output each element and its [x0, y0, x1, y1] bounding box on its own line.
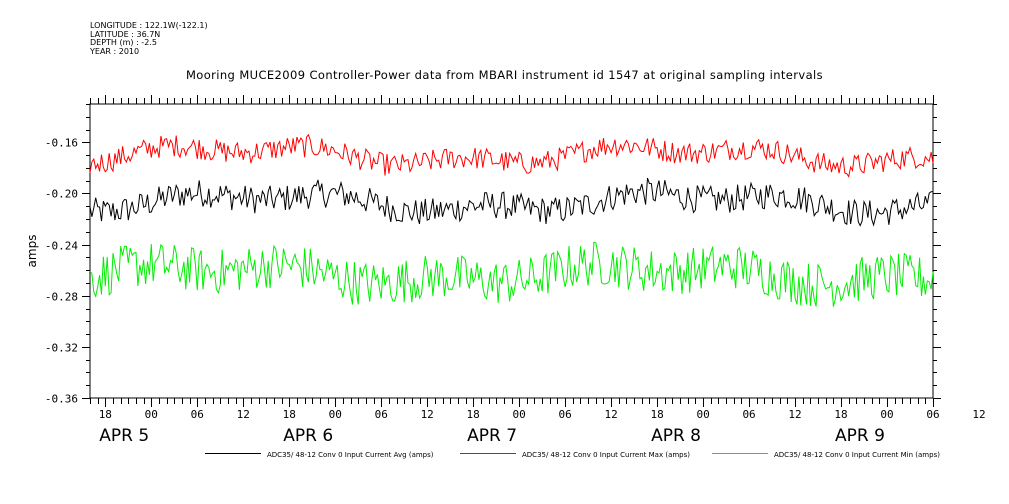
- x-tick-label: 18: [467, 408, 480, 421]
- x-tick-label: 18: [99, 408, 112, 421]
- y-tick-label: -0.20: [45, 188, 78, 201]
- series-line-avg: [89, 177, 934, 227]
- x-tick-label: 06: [559, 408, 572, 421]
- x-tick-label: 18: [834, 408, 847, 421]
- legend-label-max: ADC35/ 48-12 Conv 0 Input Current Max (a…: [522, 451, 690, 459]
- y-ticks: [82, 104, 941, 399]
- x-tick-label: 00: [329, 408, 342, 421]
- x-day-label: APR 7: [467, 426, 517, 446]
- x-tick-label: 12: [788, 408, 801, 421]
- depth-text: DEPTH (m) : -2.5: [90, 38, 157, 48]
- x-tick-label: 12: [972, 408, 985, 421]
- x-tick-label: 18: [650, 408, 663, 421]
- x-tick-label: 00: [880, 408, 893, 421]
- latitude-text: LATITUDE : 36.7N: [90, 29, 161, 39]
- legend-label-avg: ADC35/ 48-12 Conv 0 Input Current Avg (a…: [267, 451, 434, 459]
- x-day-label: APR 9: [835, 426, 885, 446]
- longitude-text: LONGITUDE : 122.1W(-122.1): [90, 21, 208, 30]
- x-day-label: APR 5: [99, 426, 149, 446]
- y-tick-label: -0.16: [45, 137, 78, 150]
- x-tick-label: 12: [605, 408, 618, 421]
- x-tick-label: 18: [283, 408, 296, 421]
- x-tick-label: 06: [375, 408, 388, 421]
- x-tick-label: 06: [926, 408, 939, 421]
- y-tick-label: -0.28: [45, 291, 78, 304]
- x-tick-label: 00: [696, 408, 709, 421]
- plot-frame: [89, 103, 934, 399]
- x-ticks: [90, 95, 934, 407]
- x-tick-label: 00: [145, 408, 158, 421]
- x-tick-label: 00: [513, 408, 526, 421]
- x-tick-label: 12: [237, 408, 250, 421]
- x-tick-label: 06: [191, 408, 204, 421]
- x-tick-label: 12: [421, 408, 434, 421]
- x-day-label: APR 6: [283, 426, 333, 446]
- year-text: YEAR : 2010: [90, 46, 140, 56]
- legend-label-min: ADC35/ 48-12 Conv 0 Input Current Min (a…: [774, 451, 940, 459]
- y-axis-label: amps: [25, 235, 39, 268]
- x-day-label: APR 8: [651, 426, 701, 446]
- x-tick-label: 06: [742, 408, 755, 421]
- series-line-min: [89, 241, 934, 307]
- y-tick-label: -0.24: [45, 240, 78, 253]
- series-line-max: [89, 133, 934, 178]
- chart-title: Mooring MUCE2009 Controller-Power data f…: [185, 68, 824, 82]
- y-tick-label: -0.32: [45, 342, 78, 355]
- y-tick-label: -0.36: [45, 393, 78, 406]
- metadata-block: LONGITUDE : 122.1W(-122.1) LATITUDE : 36.…: [90, 21, 208, 56]
